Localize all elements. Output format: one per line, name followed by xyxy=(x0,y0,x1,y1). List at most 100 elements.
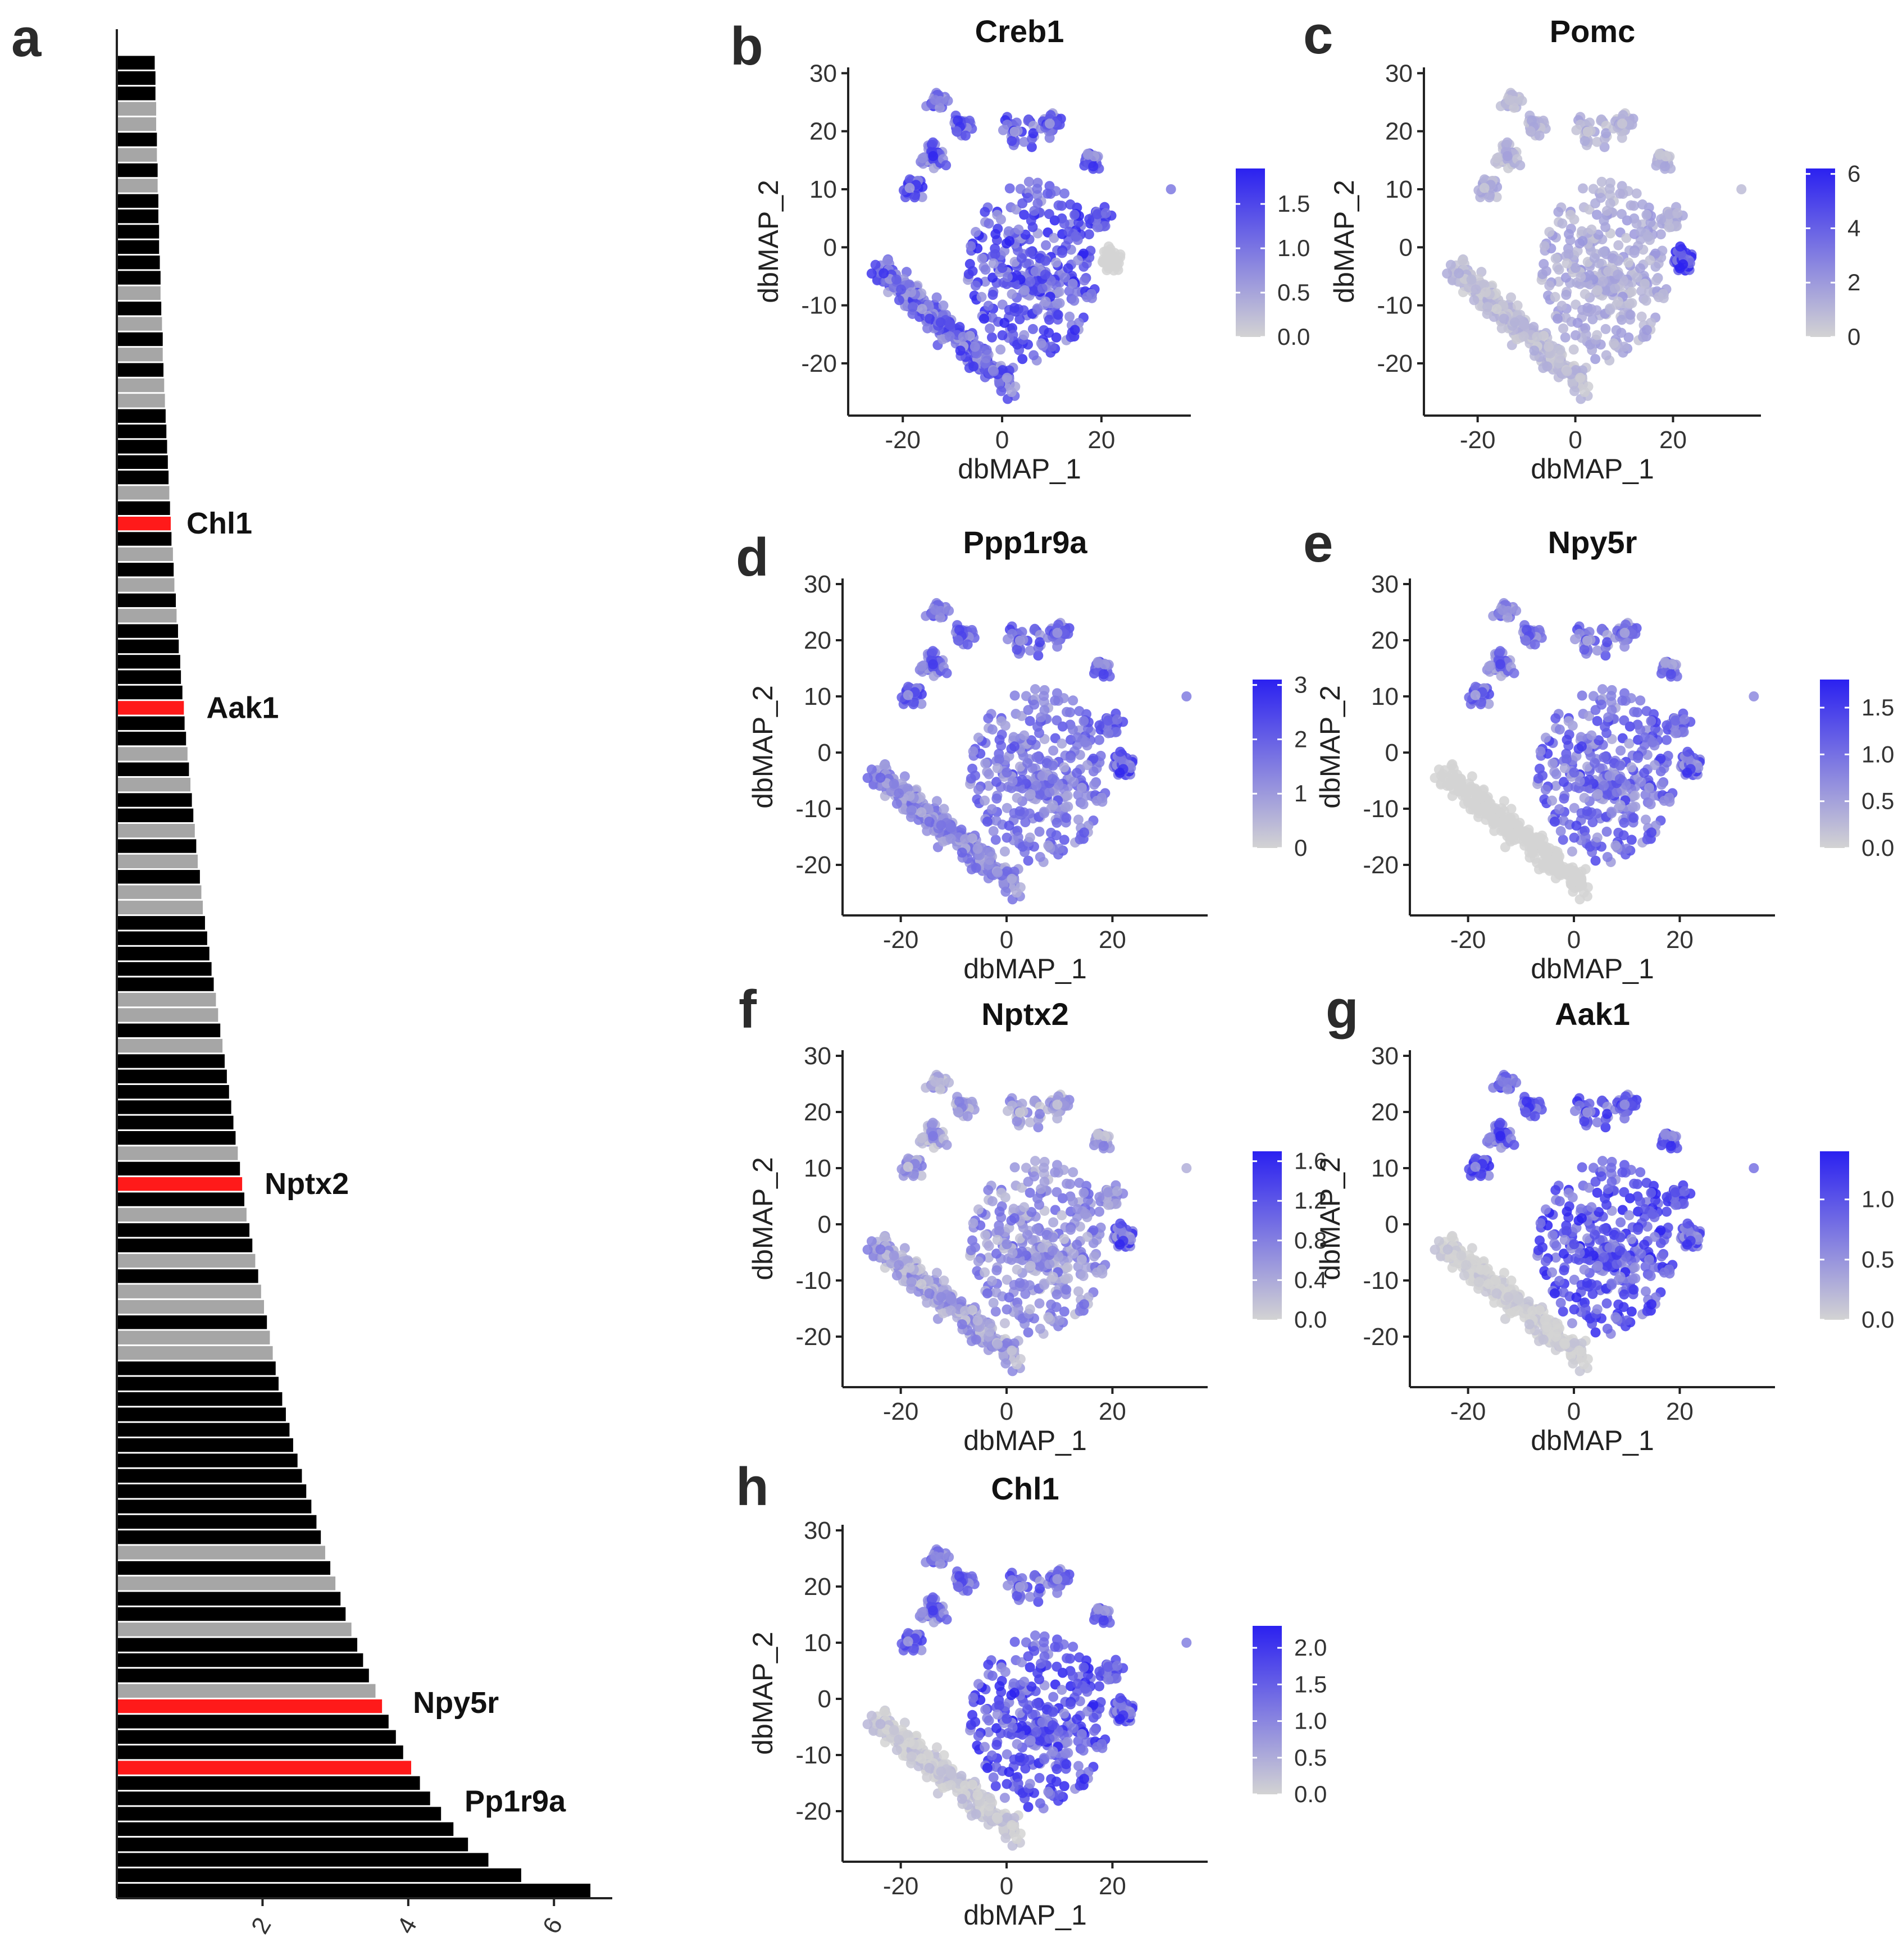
bar xyxy=(117,793,192,807)
bar-label-pp1r9a: Pp1r9a xyxy=(465,1785,566,1818)
point xyxy=(1540,732,1551,743)
point xyxy=(1590,855,1601,866)
bar xyxy=(117,1146,238,1160)
point xyxy=(1009,1162,1020,1173)
point xyxy=(1065,1224,1076,1235)
bar-label-chl1: Chl1 xyxy=(186,507,252,540)
point xyxy=(1562,366,1572,377)
bar xyxy=(117,777,191,792)
point xyxy=(1476,699,1486,709)
bar xyxy=(117,179,158,193)
y-tick-label: 30 xyxy=(804,571,831,598)
point xyxy=(1597,276,1608,287)
point xyxy=(986,332,997,343)
point xyxy=(1009,126,1020,137)
point xyxy=(928,659,939,669)
bar xyxy=(117,1376,279,1391)
point xyxy=(1059,218,1069,229)
point xyxy=(980,1267,990,1278)
point xyxy=(1048,760,1058,771)
point xyxy=(1645,799,1656,810)
point xyxy=(1062,790,1073,801)
point xyxy=(927,1118,938,1128)
point xyxy=(906,805,917,815)
point xyxy=(1606,705,1617,715)
point xyxy=(1043,1312,1054,1323)
point xyxy=(875,772,886,783)
point xyxy=(1592,285,1603,295)
point xyxy=(1059,1234,1069,1245)
bar xyxy=(117,547,173,562)
point xyxy=(1051,257,1062,268)
point xyxy=(1006,387,1017,398)
point xyxy=(904,279,915,290)
point xyxy=(1012,1264,1022,1275)
point xyxy=(1093,658,1104,668)
point xyxy=(1068,1248,1079,1259)
point xyxy=(1574,873,1585,884)
point xyxy=(882,256,893,266)
y-axis-label: dbMAP_2 xyxy=(753,180,784,303)
y-tick-label: 10 xyxy=(804,1155,831,1182)
point xyxy=(1623,332,1634,343)
point xyxy=(1181,1163,1192,1173)
point xyxy=(862,773,873,783)
point xyxy=(1473,805,1484,815)
bar xyxy=(117,1100,231,1114)
point xyxy=(1078,261,1089,272)
bar xyxy=(117,486,170,500)
y-tick-label: 10 xyxy=(1371,683,1399,710)
point xyxy=(889,778,899,789)
point xyxy=(955,345,966,356)
point xyxy=(1535,746,1546,756)
point xyxy=(1491,304,1502,314)
point xyxy=(1629,248,1640,258)
bar xyxy=(117,1407,286,1421)
bar xyxy=(117,271,161,285)
bar xyxy=(117,1622,352,1637)
point xyxy=(1499,796,1509,806)
point xyxy=(1619,627,1630,638)
point xyxy=(971,863,981,873)
point xyxy=(1599,215,1609,226)
point xyxy=(945,319,955,330)
points xyxy=(1430,598,1759,905)
bar xyxy=(117,71,156,85)
point xyxy=(894,788,904,799)
point xyxy=(1030,684,1040,695)
point xyxy=(1082,760,1093,771)
point xyxy=(1544,280,1555,291)
point xyxy=(1603,266,1614,277)
bar xyxy=(117,394,165,408)
bar xyxy=(117,86,156,101)
point xyxy=(1576,741,1587,752)
point xyxy=(1080,1208,1091,1219)
bar xyxy=(117,1054,225,1068)
bar xyxy=(117,1561,331,1575)
bar xyxy=(117,624,178,638)
point xyxy=(1014,635,1025,646)
bar xyxy=(117,1392,283,1406)
point xyxy=(997,263,1008,274)
point xyxy=(1002,1239,1012,1250)
point xyxy=(1025,276,1036,287)
bar xyxy=(117,962,212,976)
point xyxy=(1040,269,1050,280)
point xyxy=(1049,233,1059,243)
bar xyxy=(117,900,203,915)
point xyxy=(1672,208,1683,218)
point xyxy=(1062,1178,1072,1189)
bar xyxy=(117,1669,369,1683)
bar xyxy=(117,1684,376,1698)
point xyxy=(1569,832,1580,843)
point xyxy=(1551,769,1562,780)
point xyxy=(990,229,1001,239)
y-axis-label: dbMAP_2 xyxy=(1328,180,1360,303)
point xyxy=(1495,646,1505,657)
point xyxy=(1579,792,1590,803)
point xyxy=(1520,635,1531,646)
x-tick-label: 0 xyxy=(995,426,1009,454)
point xyxy=(938,300,949,311)
